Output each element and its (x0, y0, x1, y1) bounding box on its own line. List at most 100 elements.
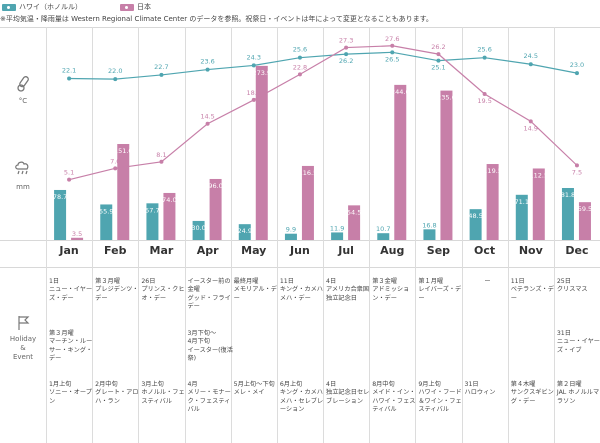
hawaii-rain-value: 57.7 (145, 206, 159, 214)
japan-temp-point (574, 163, 579, 168)
hawaii-temp-point (113, 77, 118, 82)
japan-rain-value: 54.5 (347, 208, 361, 216)
japan-rain-value: 74.0 (162, 196, 176, 204)
japan-temp-value: 5.1 (64, 169, 74, 177)
holiday-cell: 第３月曜 プレジデンツ・デー (95, 278, 139, 302)
grid-line (323, 27, 324, 443)
japan-rain-value: 235.0 (437, 94, 456, 102)
hawaii-rain-value: 11.9 (330, 224, 344, 232)
climate-chart: 78.7 55.9 57.7 30.0 24.9 9.9 11.9 10.7 16.8 48.5 7… (53, 35, 592, 240)
hawaii-rain-bar (192, 220, 205, 240)
rain-unit-label: mm (16, 183, 30, 191)
grid-line (0, 267, 600, 268)
flag-icon (0, 315, 46, 334)
event-cell: 4月 メリー・モナーク・フェスティバル (187, 381, 231, 413)
japan-rain-bar (71, 237, 84, 240)
hawaii-rain-bar (284, 233, 297, 240)
event-cell: 31日 ハロウィン (464, 381, 496, 397)
event-cell: 6月上旬 キング・カメハメハ・セレブレーション (279, 381, 324, 413)
month-label: May (241, 244, 267, 257)
hawaii-temp-value: 26.5 (385, 55, 399, 63)
japan-temp-point (251, 97, 256, 102)
holiday-cell: 26日 プリンス・クヒオ・デー (141, 278, 185, 302)
legend-item-hawaii: ハワイ（ホノルル） (2, 2, 82, 12)
japan-rain-bar (301, 165, 314, 240)
hawaii-temp-value: 25.6 (477, 46, 491, 54)
japan-rain-bar (255, 65, 268, 240)
hawaii-rain-bar (515, 194, 528, 240)
hawaii-rain-value: 24.9 (238, 227, 252, 235)
holiday-cell: ー (484, 278, 491, 285)
japan-temp-point (390, 43, 395, 48)
event-cell: 9月上旬 ハワイ・フード＆ワイン・フェスティバル (418, 381, 462, 413)
hawaii-temp-point (528, 62, 533, 67)
japan-rain-bar (163, 192, 176, 240)
japan-rain-value: 119.5 (483, 167, 502, 175)
japan-temp-value: 18.5 (247, 89, 261, 97)
hawaii-rain-value: 16.8 (422, 221, 436, 229)
japan-temp-value: 14.9 (524, 124, 538, 132)
grid-line (92, 27, 93, 443)
legend-label-japan: 日本 (137, 3, 151, 11)
japan-rain-value: 273.9 (252, 69, 271, 77)
hawaii-temp-value: 24.3 (247, 53, 261, 61)
hawaii-temp-value: 23.6 (200, 58, 214, 66)
hawaii-temp-value: 22.1 (62, 67, 76, 75)
temp-unit-label: °C (18, 97, 28, 105)
rain-cloud-icon (0, 160, 46, 181)
thermometer-icon (0, 75, 46, 96)
japan-temp-value: 8.1 (156, 151, 166, 159)
hawaii-rain-bar (377, 233, 390, 240)
hawaii-rain-value: 48.5 (468, 212, 482, 220)
hawaii-rain-value: 78.7 (53, 193, 67, 201)
hawaii-temp-point (344, 52, 349, 57)
grid-line (231, 27, 232, 443)
holiday-cell: 11日 ベテランズ・デー (510, 278, 554, 302)
hawaii-rain-value: 10.7 (376, 225, 390, 233)
hawaii-rain-value: 9.9 (286, 226, 296, 234)
hawaii-rain-value: 30.0 (191, 224, 205, 232)
holiday-cell: 最終月曜 メモリアル・デー (233, 278, 277, 302)
hawaii-temp-point (390, 50, 395, 55)
japan-rain-bar (486, 164, 499, 240)
grid-line (46, 27, 47, 443)
event-cell: 第４木曜 サンクスギビング・デー (510, 381, 554, 405)
event-cell: 第２日曜 JAL ホノルルマラソン (556, 381, 600, 405)
hawaii-temp-point (436, 58, 441, 63)
holiday-cell: 第１月曜 レイバーズ・デー (418, 278, 462, 302)
month-label: Sep (426, 244, 451, 257)
hawaii-rain-bar (54, 189, 67, 240)
event-cell: 2月中旬 グレート・アロハ・ラン (95, 381, 139, 405)
event-cell: 5月上旬〜下旬 メレ・メイ (233, 381, 275, 397)
hawaii-temp-value: 25.1 (431, 64, 445, 72)
hawaii-temp-point (159, 72, 164, 77)
japan-temp-value: 26.2 (431, 43, 445, 51)
holiday-cell: 第３月曜 マーチン・ルーサー・キング・デー (49, 330, 93, 362)
grid-line (462, 27, 463, 443)
event-cell: 8月中旬 メイド・イン・ハワイ・フェスティバル (372, 381, 416, 413)
month-label: Jan (59, 244, 79, 257)
japan-rain-bar (394, 84, 407, 240)
hawaii-rain-value: 71.1 (515, 198, 529, 206)
grid-line (508, 27, 509, 443)
japan-temp-point (528, 119, 533, 124)
holiday-cell: 1日 ニュー・イヤーズ・デー (49, 278, 93, 302)
holiday-cell: 31日 ニュー・イヤーズ・イブ (556, 330, 600, 354)
month-label: Apr (196, 244, 219, 257)
hawaii-rain-value: 55.9 (99, 207, 113, 215)
hawaii-temp-point (297, 55, 302, 60)
month-label: Feb (104, 244, 127, 257)
hawaii-temp-value: 22.7 (154, 63, 168, 71)
japan-temp-value: 27.3 (339, 37, 353, 45)
event-cell: 1月上旬 ソニー・オープン (49, 381, 92, 405)
japan-rain-value: 151.0 (114, 147, 133, 155)
hawaii-rain-bar (469, 209, 482, 240)
hawaii-rain-bar (331, 232, 344, 240)
japan-rain-bar (348, 205, 361, 240)
hawaii-temp-point (482, 55, 487, 60)
japan-rain-value: 96.0 (208, 182, 222, 190)
japan-temp-value: 22.8 (293, 63, 307, 71)
hawaii-temp-value: 26.2 (339, 57, 353, 65)
holiday-cell: イースター前の金曜 グッド・フライデー (187, 278, 231, 310)
legend: ハワイ（ホノルル） 日本 (0, 0, 600, 14)
